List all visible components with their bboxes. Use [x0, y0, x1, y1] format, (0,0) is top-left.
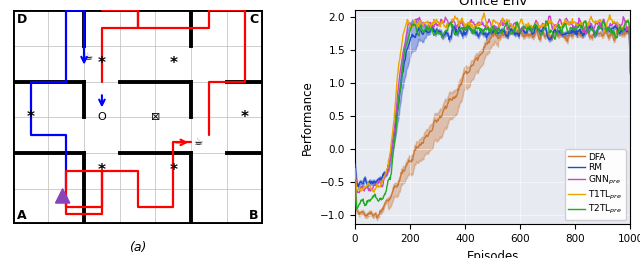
GNN$_{pre}$ — [351, 168, 358, 171]
T2TL$_{pre}$ — [484, 26, 492, 29]
Text: ⊠: ⊠ — [151, 112, 160, 122]
GNN$_{pre}$ — [355, 191, 363, 194]
Title: Office Env: Office Env — [458, 0, 527, 8]
Text: D: D — [17, 13, 28, 26]
Line: RM: RM — [355, 25, 630, 187]
RM — [501, 32, 509, 35]
Legend: DFA, RM, GNN$_{pre}$, T1TL$_{pre}$, T2TL$_{pre}$: DFA, RM, GNN$_{pre}$, T1TL$_{pre}$, T2TL… — [564, 149, 626, 220]
Polygon shape — [56, 189, 70, 203]
DFA — [484, 40, 492, 43]
T2TL$_{pre}$ — [353, 207, 360, 211]
T1TL$_{pre}$ — [480, 12, 488, 15]
T2TL$_{pre}$ — [483, 28, 490, 31]
Text: (a): (a) — [129, 240, 147, 254]
DFA — [373, 216, 381, 220]
T1TL$_{pre}$ — [627, 65, 634, 68]
RM — [483, 35, 491, 38]
Text: ☕: ☕ — [83, 52, 92, 62]
DFA — [483, 42, 490, 45]
RM — [516, 30, 524, 33]
DFA — [577, 34, 585, 37]
T2TL$_{pre}$ — [516, 30, 524, 33]
RM — [351, 162, 358, 165]
DFA — [627, 73, 634, 76]
RM — [627, 71, 634, 74]
RM — [355, 185, 362, 188]
Line: DFA: DFA — [355, 27, 630, 218]
Text: O: O — [97, 112, 106, 122]
T2TL$_{pre}$ — [627, 65, 634, 68]
Text: *: * — [241, 110, 249, 125]
T2TL$_{pre}$ — [621, 24, 628, 27]
RM — [578, 31, 586, 34]
T2TL$_{pre}$ — [351, 178, 358, 181]
T1TL$_{pre}$ — [621, 22, 628, 25]
T2TL$_{pre}$ — [577, 24, 585, 27]
Text: *: * — [98, 56, 106, 71]
DFA — [621, 31, 628, 34]
Text: *: * — [170, 163, 177, 179]
DFA — [351, 178, 358, 181]
T1TL$_{pre}$ — [578, 25, 586, 28]
Text: *: * — [170, 56, 177, 71]
Text: ☕: ☕ — [194, 137, 203, 147]
GNN$_{pre}$ — [627, 67, 634, 70]
GNN$_{pre}$ — [500, 22, 508, 26]
T1TL$_{pre}$ — [516, 21, 524, 24]
Text: A: A — [17, 209, 27, 222]
T1TL$_{pre}$ — [483, 24, 491, 27]
GNN$_{pre}$ — [483, 23, 490, 26]
RM — [621, 27, 628, 30]
DFA — [516, 31, 524, 34]
GNN$_{pre}$ — [516, 28, 524, 31]
T2TL$_{pre}$ — [500, 25, 508, 28]
Text: B: B — [249, 209, 258, 222]
GNN$_{pre}$ — [578, 24, 586, 27]
X-axis label: Episodes: Episodes — [467, 250, 519, 258]
Line: GNN$_{pre}$: GNN$_{pre}$ — [355, 16, 630, 193]
DFA — [581, 25, 589, 28]
Line: T2TL$_{pre}$: T2TL$_{pre}$ — [355, 21, 630, 209]
Line: T1TL$_{pre}$: T1TL$_{pre}$ — [355, 13, 630, 192]
Text: *: * — [26, 110, 35, 125]
T1TL$_{pre}$ — [351, 167, 358, 171]
Y-axis label: Performance: Performance — [301, 80, 314, 155]
GNN$_{pre}$ — [545, 14, 553, 18]
Text: *: * — [98, 163, 106, 179]
GNN$_{pre}$ — [621, 19, 628, 22]
Text: C: C — [249, 13, 258, 26]
T1TL$_{pre}$ — [371, 191, 378, 194]
DFA — [500, 32, 508, 35]
RM — [465, 23, 472, 26]
T1TL$_{pre}$ — [501, 20, 509, 23]
GNN$_{pre}$ — [484, 21, 492, 24]
RM — [484, 33, 492, 36]
T1TL$_{pre}$ — [484, 25, 492, 28]
T2TL$_{pre}$ — [625, 19, 632, 22]
